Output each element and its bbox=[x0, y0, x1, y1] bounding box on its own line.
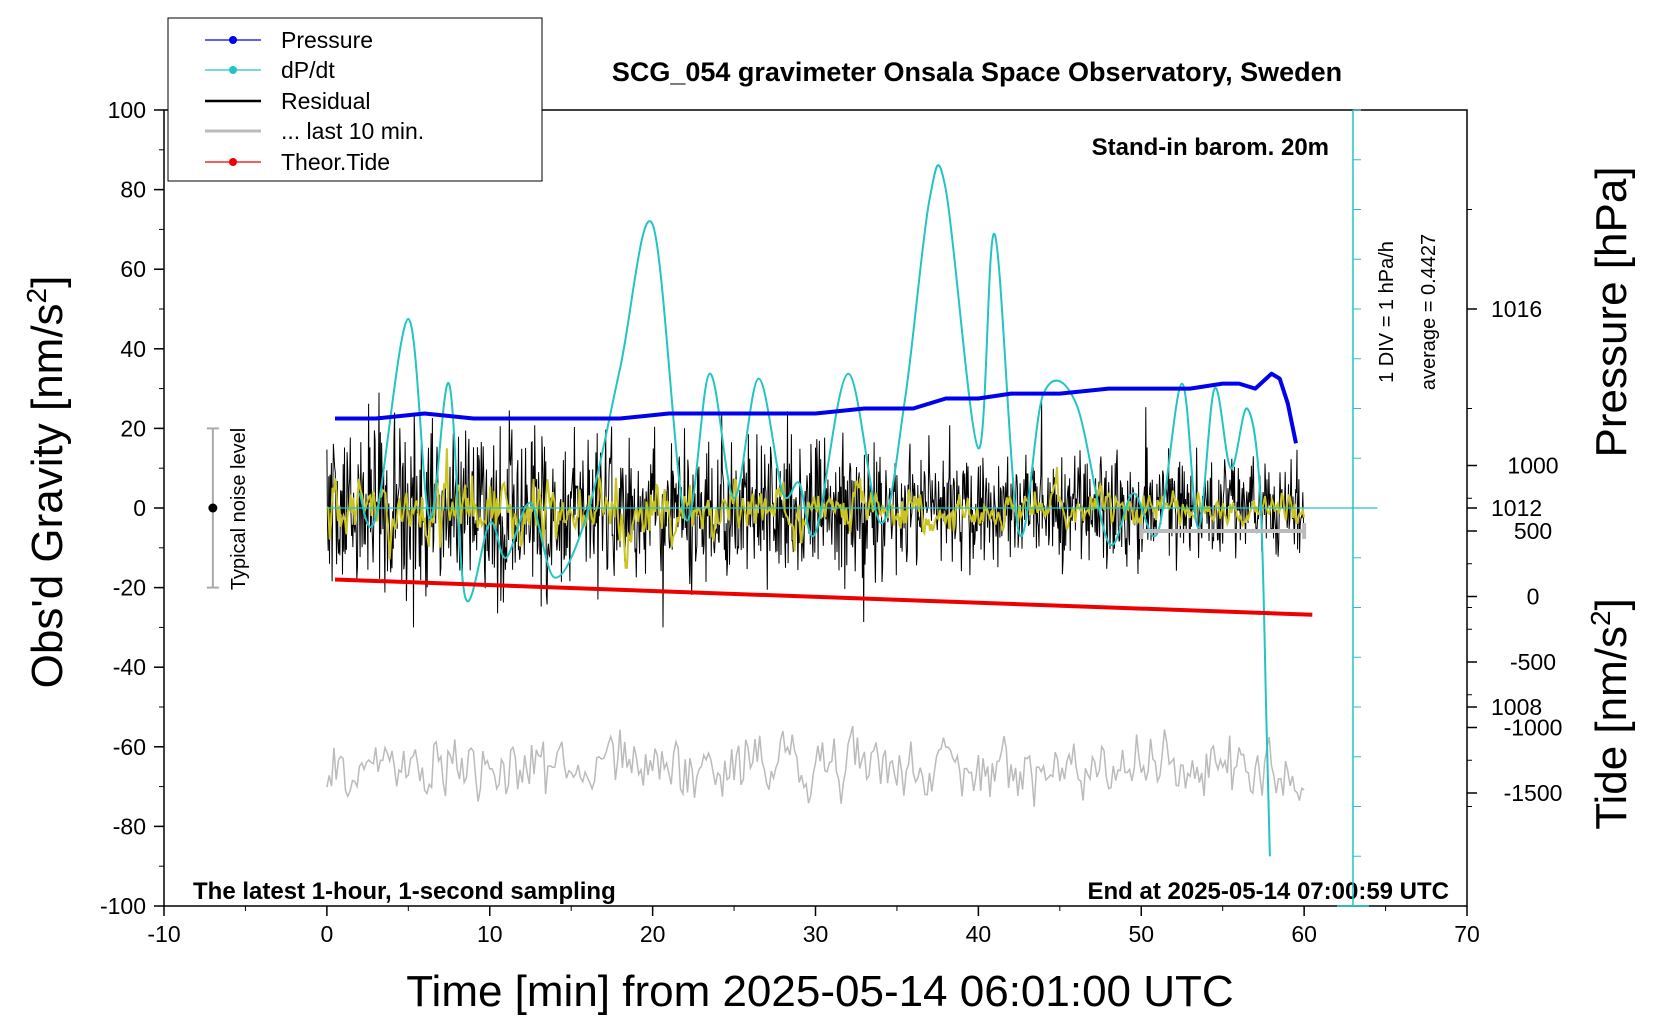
y-tick-label: 0 bbox=[133, 495, 146, 521]
y-tick-label: 40 bbox=[120, 336, 146, 362]
chart-extras bbox=[206, 109, 1378, 907]
pressure-tick-label: 1008 bbox=[1491, 694, 1542, 720]
series-last10-line bbox=[326, 725, 1305, 807]
y-axis-title: Obs'd Gravity [nm/s2] bbox=[21, 276, 72, 689]
x-tick-label: 70 bbox=[1454, 921, 1480, 947]
y-tick-label: -40 bbox=[113, 654, 146, 680]
noise-level-label: Typical noise level bbox=[228, 428, 250, 590]
pressure-tick-label: 1012 bbox=[1491, 495, 1542, 521]
x-tick-label: 10 bbox=[477, 921, 503, 947]
legend-label-last10: ... last 10 min. bbox=[281, 118, 424, 144]
tide-tick-label: 1000 bbox=[1507, 453, 1558, 479]
tide-axis-title-main: Tide [nm/s bbox=[1587, 626, 1636, 830]
x-tick-label: 0 bbox=[320, 921, 333, 947]
y-tick-label: 80 bbox=[120, 177, 146, 203]
dpdt-scale-label: 1 DIV = 1 hPa/h bbox=[1376, 241, 1398, 383]
barometer-note: Stand-in barom. 20m bbox=[1092, 134, 1329, 161]
x-tick-label: 60 bbox=[1291, 921, 1317, 947]
tide-tick-label: -500 bbox=[1510, 649, 1556, 675]
x-tick-label: -10 bbox=[147, 921, 180, 947]
legend-label-residual: Residual bbox=[281, 88, 371, 114]
tide-tick-label: 500 bbox=[1514, 518, 1552, 544]
y-axis-title-close: ] bbox=[23, 276, 72, 288]
pressure-axis-title: Pressure [hPa] bbox=[1587, 166, 1636, 457]
chart-title: SCG_054 gravimeter Onsala Space Observat… bbox=[612, 57, 1342, 87]
legend-dot-dpdt bbox=[229, 66, 237, 74]
legend-label-pressure: Pressure bbox=[281, 27, 373, 53]
series-dpdt-line bbox=[358, 164, 1271, 857]
legend-dot-pressure bbox=[229, 36, 237, 44]
tide-axis-title: Tide [nm/s2] bbox=[1585, 598, 1636, 830]
tide-tick-label: 0 bbox=[1527, 584, 1540, 610]
y-tick-label: -100 bbox=[100, 893, 146, 919]
series-pressure-line bbox=[335, 371, 1298, 444]
tide-tick-label: -1500 bbox=[1504, 780, 1563, 806]
dpdt-average-label: average = 0.4427 bbox=[1418, 234, 1440, 390]
series-residual-smoothed-line bbox=[326, 448, 1306, 569]
pressure-tick-label: 1016 bbox=[1491, 296, 1542, 322]
x-axis-title: Time [min] from 2025-05-14 06:01:00 UTC bbox=[406, 967, 1233, 1016]
noise-level-dot bbox=[208, 503, 218, 513]
legend-box bbox=[167, 17, 543, 182]
x-tick-label: 30 bbox=[803, 921, 829, 947]
y-tick-label: 60 bbox=[120, 256, 146, 282]
y-tick-label: -80 bbox=[113, 813, 146, 839]
sampling-note: The latest 1-hour, 1-second sampling bbox=[193, 878, 616, 905]
y-tick-label: 20 bbox=[120, 415, 146, 441]
x-tick-label: 50 bbox=[1128, 921, 1154, 947]
y-axis-title-main: Obs'd Gravity [nm/s bbox=[23, 303, 72, 688]
tide-tick-label: -1000 bbox=[1504, 715, 1563, 741]
tide-axis-title-sup: 2 bbox=[1585, 610, 1616, 626]
series-tide-line bbox=[334, 577, 1313, 617]
y-tick-label: -60 bbox=[113, 734, 146, 760]
y-tick-label: 100 bbox=[108, 97, 146, 123]
legend-dot-tide bbox=[229, 158, 237, 166]
legend-label-dpdt: dP/dt bbox=[281, 57, 335, 83]
x-tick-label: 40 bbox=[966, 921, 992, 947]
x-tick-label: 20 bbox=[640, 921, 666, 947]
legend: Pressure dP/dt Residual ... last 10 min.… bbox=[167, 17, 543, 182]
y-tick-label: -20 bbox=[113, 575, 146, 601]
y-axis-title-sup: 2 bbox=[21, 288, 52, 304]
tide-axis-title-close: ] bbox=[1587, 598, 1636, 610]
end-time-note: End at 2025-05-14 07:00:59 UTC bbox=[1088, 878, 1450, 905]
legend-label-tide: Theor.Tide bbox=[281, 149, 390, 175]
axis-ticks: -10 0 10 20 30 40 50 60 70-100-80-60-40-20020406… bbox=[100, 97, 1562, 947]
